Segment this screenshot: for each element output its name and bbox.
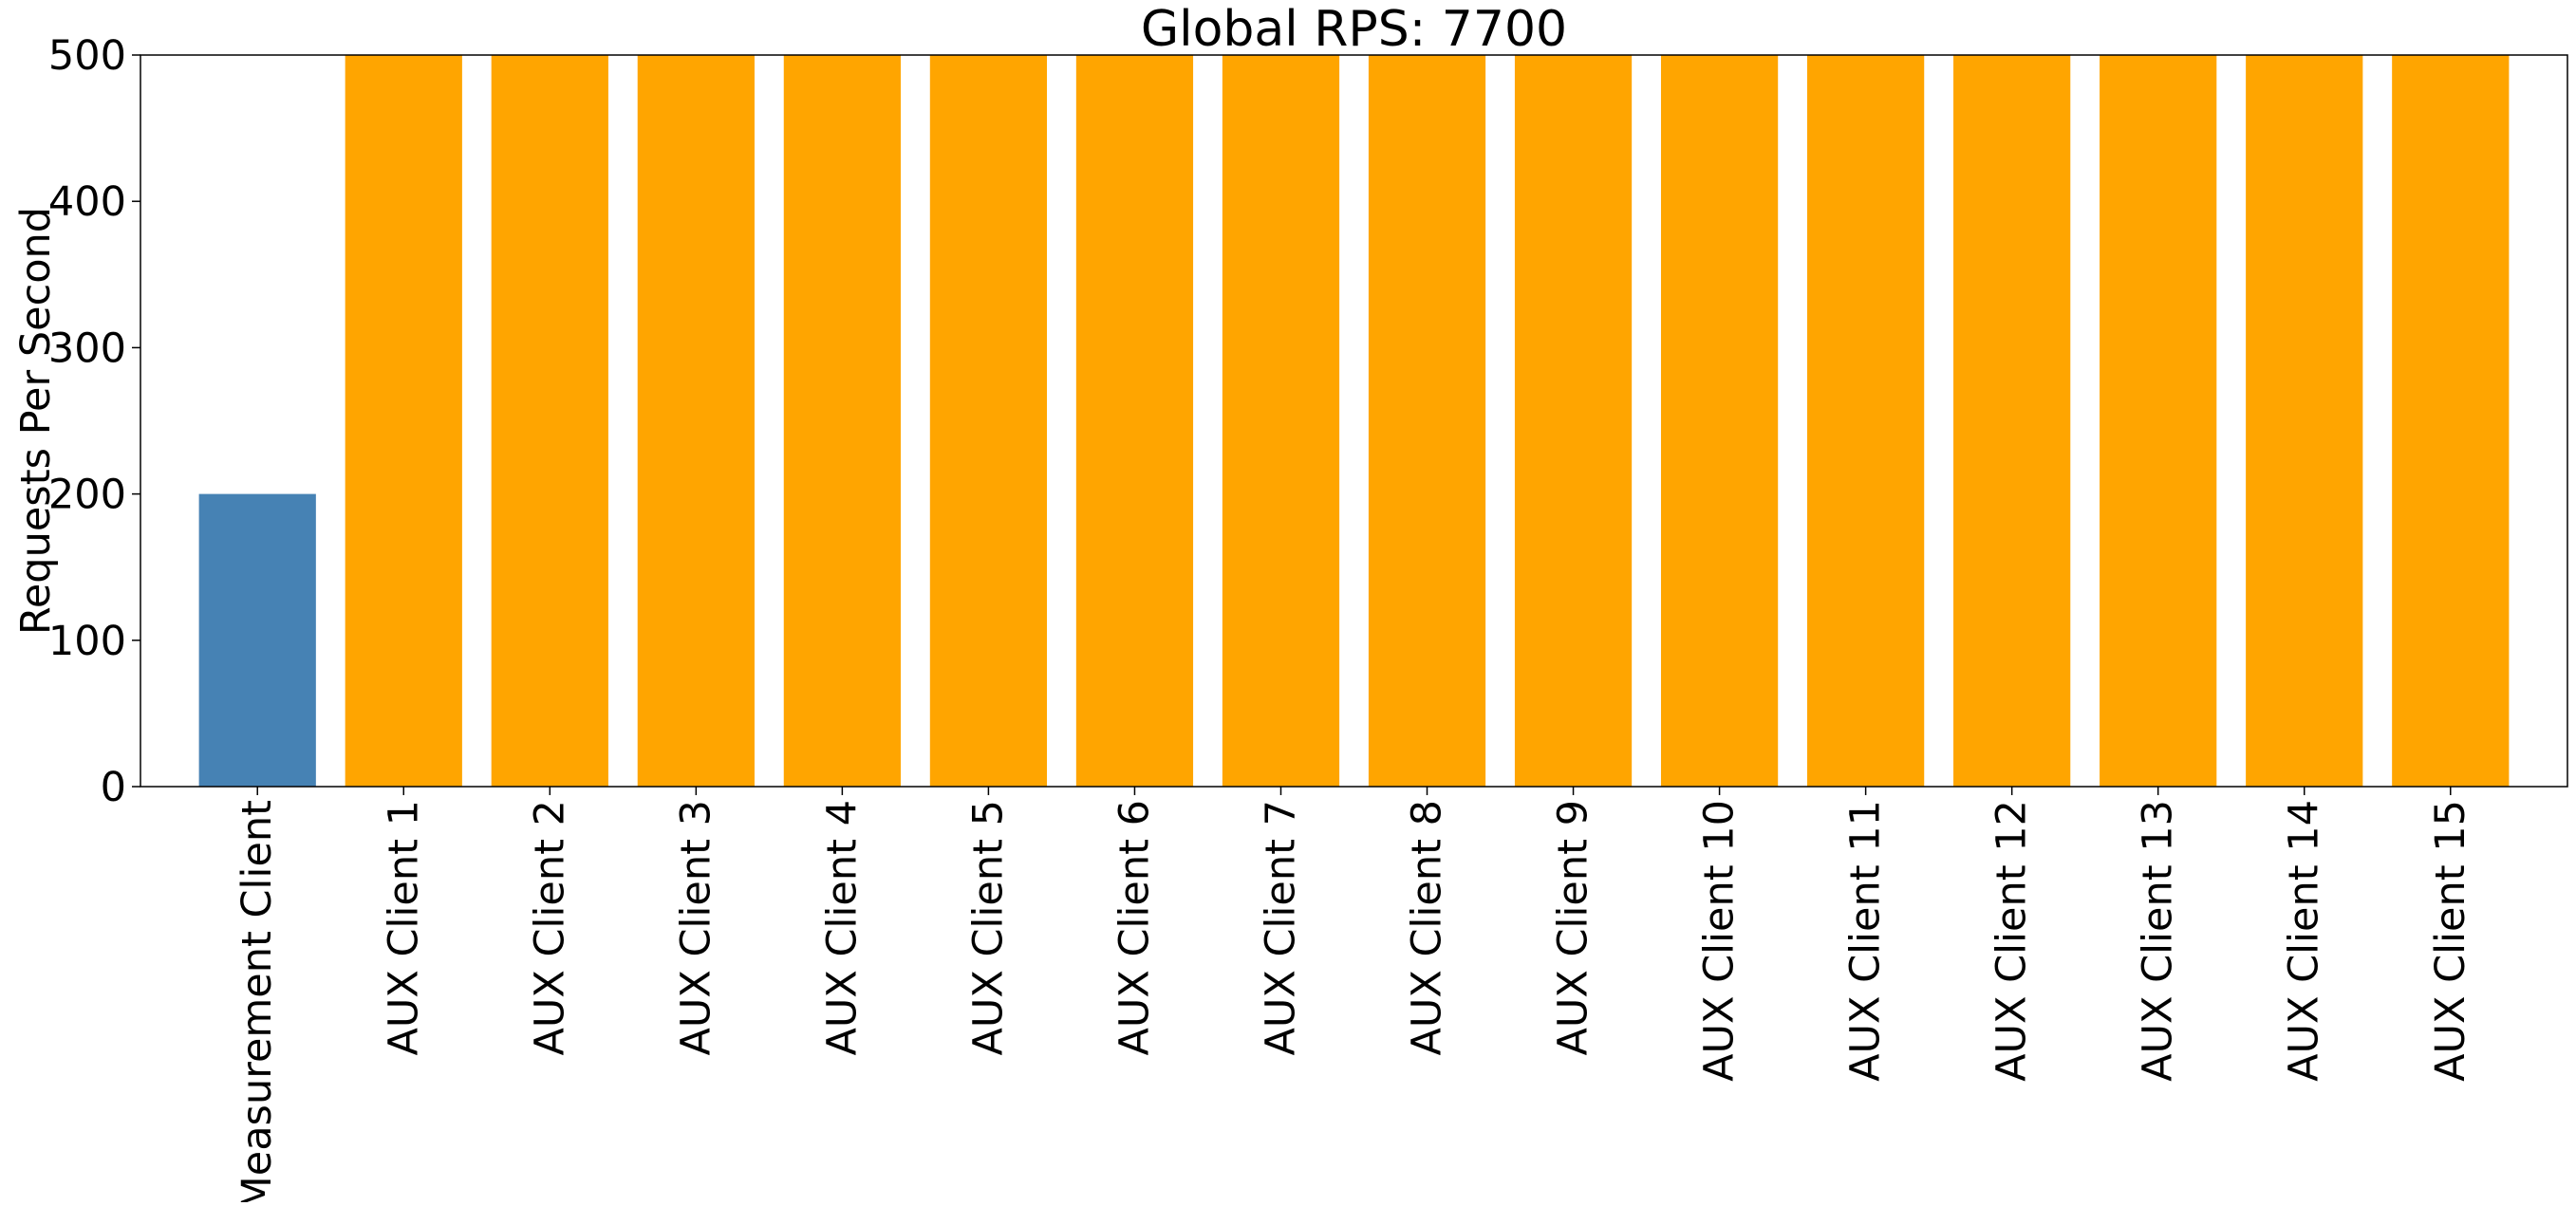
bar bbox=[1807, 55, 1925, 787]
x-tick-label: AUX Client 13 bbox=[2135, 800, 2182, 1082]
x-tick-label: AUX Client 9 bbox=[1550, 800, 1597, 1056]
x-axis: Measurement Client AUX Client 1 AUX Client… bbox=[233, 787, 2474, 1206]
y-tick-label: 300 bbox=[48, 325, 126, 372]
y-axis: 0 100 200 300 400 500 bbox=[48, 32, 140, 811]
x-tick-label: AUX Client 2 bbox=[526, 800, 573, 1056]
y-tick-label: 100 bbox=[48, 618, 126, 665]
bar bbox=[1075, 55, 1194, 787]
y-tick-label: 400 bbox=[48, 178, 126, 226]
x-tick-label: Measurement Client bbox=[233, 800, 281, 1202]
bar bbox=[491, 55, 608, 787]
x-tick-label: AUX Client 14 bbox=[2281, 800, 2328, 1082]
x-tick-label: AUX Client 6 bbox=[1111, 800, 1158, 1056]
x-tick-label: AUX Client 10 bbox=[1696, 800, 1744, 1082]
y-tick-label: 200 bbox=[48, 472, 126, 519]
bar bbox=[2100, 55, 2217, 787]
bar bbox=[637, 55, 755, 787]
bar bbox=[1222, 55, 1340, 787]
bars-layer bbox=[198, 55, 2510, 787]
x-tick-label: AUX Client 3 bbox=[672, 800, 719, 1056]
bar bbox=[345, 55, 462, 787]
bar bbox=[783, 55, 901, 787]
x-tick-label: AUX Client 5 bbox=[964, 800, 1012, 1056]
x-tick-label: AUX Client 7 bbox=[1257, 800, 1304, 1056]
bar bbox=[1660, 55, 1779, 787]
x-tick-label: AUX Client 11 bbox=[1842, 800, 1890, 1082]
x-tick-label: AUX Client 12 bbox=[1988, 800, 2036, 1082]
x-tick-label: AUX Client 1 bbox=[380, 800, 427, 1056]
bar bbox=[929, 55, 1048, 787]
bar bbox=[198, 493, 316, 787]
y-tick-label: 0 bbox=[101, 764, 126, 811]
x-tick-label: AUX Client 4 bbox=[818, 800, 866, 1056]
x-tick-label: AUX Client 8 bbox=[1404, 800, 1451, 1056]
bar bbox=[1514, 55, 1633, 787]
bar bbox=[2392, 55, 2510, 787]
bar bbox=[1953, 55, 2071, 787]
y-axis-label: Requests Per Second bbox=[12, 207, 60, 635]
plot-frame bbox=[140, 54, 2568, 788]
bar bbox=[1368, 55, 1486, 787]
chart-title: Global RPS: 7700 bbox=[1141, 1, 1567, 58]
y-tick-label: 500 bbox=[48, 32, 126, 80]
x-tick-label: AUX Client 15 bbox=[2427, 800, 2474, 1082]
bar bbox=[2246, 55, 2363, 787]
